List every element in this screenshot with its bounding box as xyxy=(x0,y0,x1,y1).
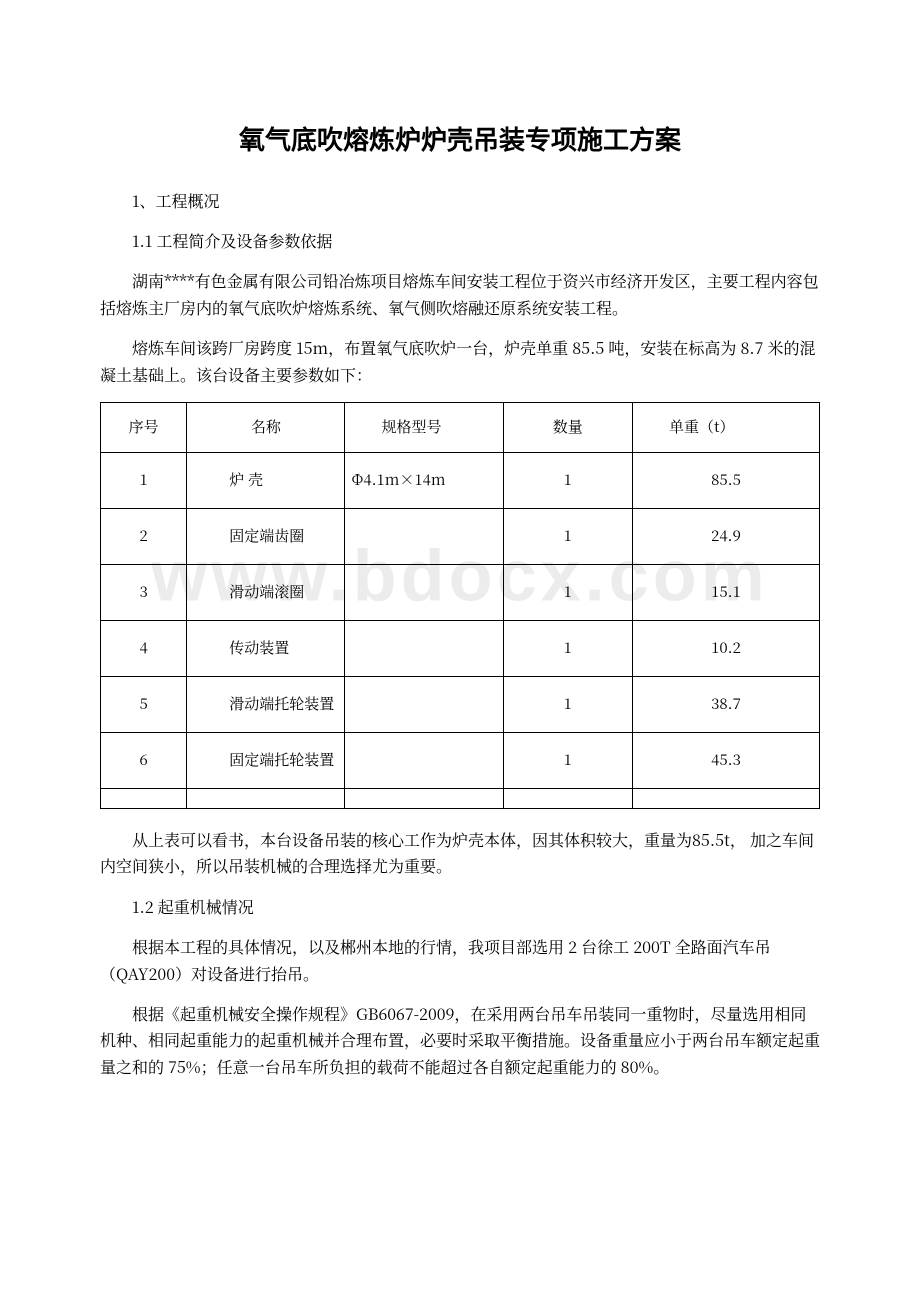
section-1-1-heading: 1.1 工程简介及设备参数依据 xyxy=(100,228,820,254)
section-1-2-heading: 1.2 起重机械情况 xyxy=(100,894,820,920)
table-row: 5 滑动端托轮装置 1 38.7 xyxy=(101,676,820,732)
table-row: 1 炉 壳 Φ4.1m×14m 1 85.5 xyxy=(101,452,820,508)
para-after-table: 从上表可以看书，本台设备吊装的核心工作为炉壳本体，因其体积较大，重量为85.5t… xyxy=(100,827,820,880)
para-crane-2: 根据《起重机械安全操作规程》GB6067-2009，在采用两台吊车吊装同一重物时… xyxy=(100,1001,820,1080)
table-header-row: 序号 名称 规格型号 数量 单重（t） xyxy=(101,402,820,452)
table-row: 2 固定端齿圈 1 24.9 xyxy=(101,508,820,564)
col-header-qty: 数量 xyxy=(503,402,632,452)
doc-title: 氧气底吹熔炼炉炉壳吊装专项施工方案 xyxy=(100,120,820,162)
para-intro-1: 湖南****有色金属有限公司铅冶炼项目熔炼车间安装工程位于资兴市经济开发区，主要… xyxy=(100,268,820,321)
para-crane-1: 根据本工程的具体情况，以及郴州本地的行情，我项目部选用 2 台徐工 200T 全… xyxy=(100,934,820,987)
col-header-spec: 规格型号 xyxy=(345,402,503,452)
document-page: www.bdocx.com 氧气底吹熔炼炉炉壳吊装专项施工方案 1、工程概况 1… xyxy=(0,0,920,1154)
table-row-empty xyxy=(101,788,820,808)
col-header-weight: 单重（t） xyxy=(633,402,820,452)
para-intro-2: 熔炼车间该跨厂房跨度 15m，布置氧气底吹炉一台，炉壳单重 85.5 吨，安装在… xyxy=(100,335,820,388)
table-row: 4 传动装置 1 10.2 xyxy=(101,620,820,676)
table-row: 3 滑动端滚圈 1 15.1 xyxy=(101,564,820,620)
section-1-heading: 1、工程概况 xyxy=(100,188,820,214)
col-header-index: 序号 xyxy=(101,402,187,452)
table-row: 6 固定端托轮装置 1 45.3 xyxy=(101,732,820,788)
col-header-name: 名称 xyxy=(187,402,345,452)
equipment-table: 序号 名称 规格型号 数量 单重（t） 1 炉 壳 Φ4.1m×14m 1 85… xyxy=(100,402,820,809)
